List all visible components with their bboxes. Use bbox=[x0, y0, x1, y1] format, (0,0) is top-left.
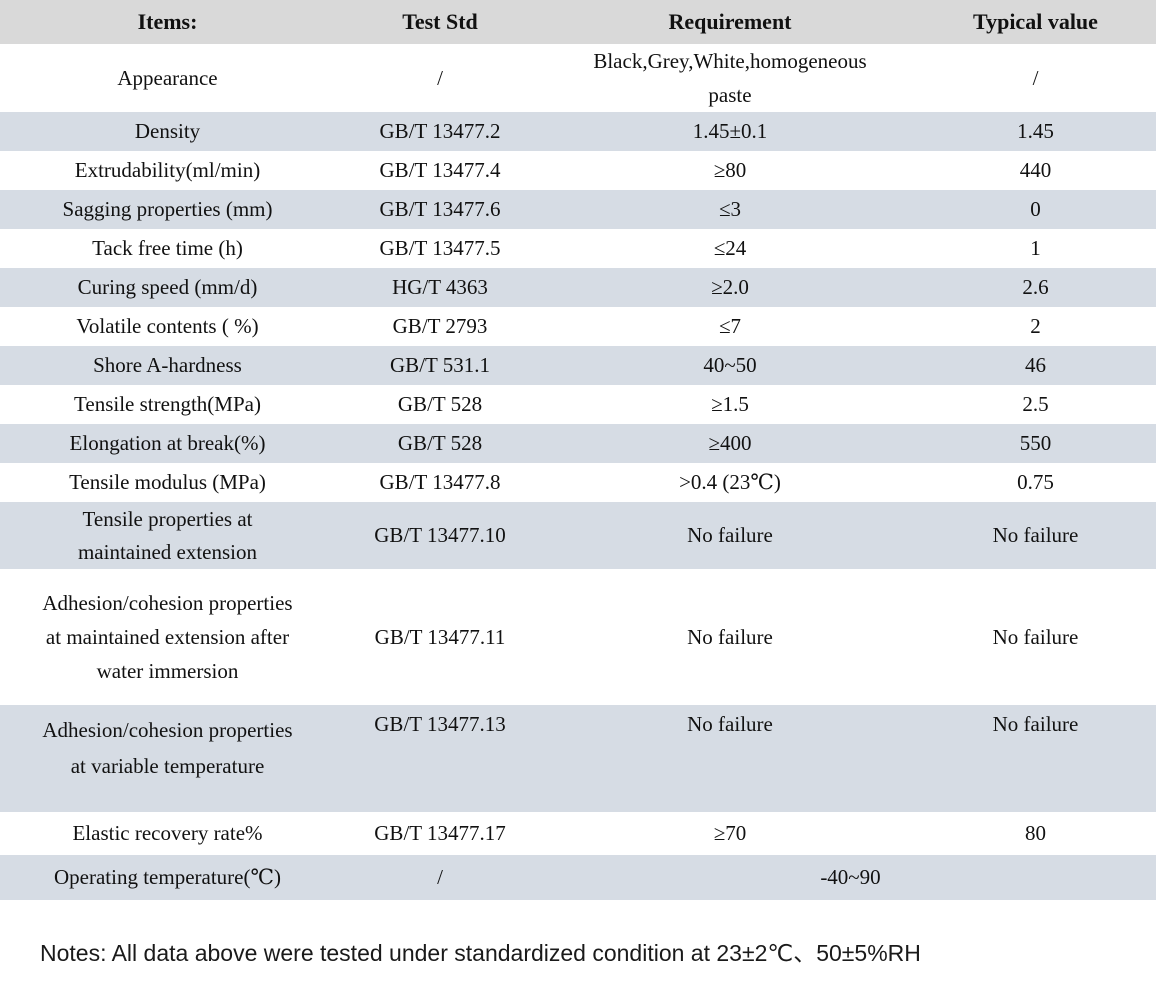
cell-item: Elastic recovery rate% bbox=[72, 821, 263, 845]
cell-test-std: GB/T 528 bbox=[335, 424, 545, 463]
cell-requirement: No failure bbox=[687, 624, 773, 649]
table-row: Tensile strength(MPa) GB/T 528 ≥1.5 2.5 bbox=[0, 385, 1156, 424]
table-row: Curing speed (mm/d) HG/T 4363 ≥2.0 2.6 bbox=[0, 268, 1156, 307]
header-cell-typical-value: Typical value bbox=[915, 0, 1156, 44]
cell-test-std: GB/T 2793 bbox=[392, 314, 488, 338]
table-header-row: Items: Test Std Requirement Typical valu… bbox=[0, 0, 1156, 44]
table-row: Appearance / Black,Grey,White,homogeneou… bbox=[0, 44, 1156, 112]
cell-item: Tensile modulus (MPa) bbox=[69, 470, 266, 494]
cell-requirement: ≥2.0 bbox=[545, 268, 915, 307]
cell-typical-value: No failure bbox=[992, 624, 1079, 649]
cell-item: Shore A-hardness bbox=[0, 346, 335, 385]
table-row: Shore A-hardness GB/T 531.1 40~50 46 bbox=[0, 346, 1156, 385]
cell-test-std: HG/T 4363 bbox=[335, 268, 545, 307]
cell-item: Extrudability(ml/min) bbox=[74, 158, 261, 182]
cell-test-std: GB/T 13477.11 bbox=[374, 624, 506, 649]
cell-requirement: >0.4 (23℃) bbox=[679, 470, 781, 494]
cell-test-std: GB/T 13477.6 bbox=[335, 190, 545, 229]
notes-text: Notes: All data above were tested under … bbox=[40, 940, 921, 966]
cell-test-std: GB/T 531.1 bbox=[335, 346, 545, 385]
table-row: Density GB/T 13477.2 1.45±0.1 1.45 bbox=[0, 112, 1156, 151]
table-row: Tack free time (h) GB/T 13477.5 ≤24 1 bbox=[0, 229, 1156, 268]
cell-typical-value: No failure bbox=[915, 502, 1156, 569]
cell-item: Elongation at break(%) bbox=[0, 424, 335, 463]
header-cell-requirement: Requirement bbox=[545, 0, 915, 44]
cell-test-std: GB/T 528 bbox=[397, 392, 483, 416]
spec-table: Items: Test Std Requirement Typical valu… bbox=[0, 0, 1156, 900]
cell-test-std: / bbox=[437, 65, 443, 90]
table-row: Sagging properties (mm) GB/T 13477.6 ≤3 … bbox=[0, 190, 1156, 229]
table-row: Elastic recovery rate% GB/T 13477.17 ≥70… bbox=[0, 812, 1156, 855]
table-row: Adhesion/cohesion properties at variable… bbox=[0, 705, 1156, 812]
table-row: Tensile modulus (MPa) GB/T 13477.8 >0.4 … bbox=[0, 463, 1156, 502]
cell-typical-value: 46 bbox=[915, 346, 1156, 385]
cell-typical-value: 2 bbox=[1030, 314, 1041, 338]
table-row: Tensile properties at maintained extensi… bbox=[0, 502, 1156, 569]
cell-requirement: 1.45±0.1 bbox=[545, 112, 915, 151]
cell-typical-value: 1 bbox=[1030, 236, 1041, 260]
cell-requirement: ≤7 bbox=[718, 314, 742, 338]
cell-typical-value: 0 bbox=[915, 190, 1156, 229]
cell-typical-value: 550 bbox=[915, 424, 1156, 463]
cell-item: Volatile contents ( %) bbox=[76, 314, 259, 338]
cell-item: Adhesion/cohesion properties at maintain… bbox=[42, 591, 293, 683]
cell-typical-value: No failure bbox=[915, 705, 1156, 812]
cell-item: Adhesion/cohesion properties at variable… bbox=[0, 705, 335, 812]
cell-test-std: GB/T 13477.8 bbox=[379, 470, 501, 494]
cell-test-std: GB/T 13477.5 bbox=[379, 236, 501, 260]
cell-requirement: ≥80 bbox=[713, 158, 747, 182]
cell-item: Operating temperature(℃) bbox=[0, 855, 335, 900]
cell-item: Curing speed (mm/d) bbox=[0, 268, 335, 307]
cell-requirement: ≤24 bbox=[713, 236, 747, 260]
cell-requirement: Black,Grey,White,homogeneous paste bbox=[593, 49, 867, 107]
cell-typical-value: 440 bbox=[1019, 158, 1052, 182]
cell-requirement: 40~50 bbox=[545, 346, 915, 385]
header-cell-items: Items: bbox=[0, 0, 335, 44]
cell-item: Tack free time (h) bbox=[92, 236, 243, 260]
table-row: Volatile contents ( %) GB/T 2793 ≤7 2 bbox=[0, 307, 1156, 346]
cell-test-std: / bbox=[335, 855, 545, 900]
table-row: Operating temperature(℃) / -40~90 bbox=[0, 855, 1156, 900]
cell-item: Sagging properties (mm) bbox=[0, 190, 335, 229]
cell-test-std: GB/T 13477.13 bbox=[335, 705, 545, 812]
cell-item: Density bbox=[0, 112, 335, 151]
cell-requirement: ≥1.5 bbox=[711, 392, 749, 416]
cell-requirement: ≤3 bbox=[545, 190, 915, 229]
header-cell-test-std: Test Std bbox=[335, 0, 545, 44]
cell-test-std: GB/T 13477.2 bbox=[335, 112, 545, 151]
cell-typical-value: / bbox=[1032, 65, 1039, 90]
cell-typical-value: 0.75 bbox=[1017, 470, 1054, 494]
cell-typical-value: 2.6 bbox=[915, 268, 1156, 307]
table-row: Extrudability(ml/min) GB/T 13477.4 ≥80 4… bbox=[0, 151, 1156, 190]
table-row: Adhesion/cohesion properties at maintain… bbox=[0, 569, 1156, 705]
cell-requirement: No failure bbox=[545, 705, 915, 812]
cell-item: Tensile strength(MPa) bbox=[74, 392, 261, 416]
cell-test-std: GB/T 13477.17 bbox=[374, 821, 506, 845]
cell-test-std: GB/T 13477.4 bbox=[379, 158, 501, 182]
cell-typical-value: 2.5 bbox=[1022, 392, 1049, 416]
cell-requirement: ≥70 bbox=[713, 821, 747, 845]
cell-typical-value: 1.45 bbox=[915, 112, 1156, 151]
cell-typical-value: 80 bbox=[1025, 821, 1046, 845]
cell-item: Tensile properties at maintained extensi… bbox=[0, 502, 335, 569]
cell-requirement: No failure bbox=[545, 502, 915, 569]
cell-item: Appearance bbox=[117, 65, 218, 90]
cell-test-std: GB/T 13477.10 bbox=[335, 502, 545, 569]
table-row: Elongation at break(%) GB/T 528 ≥400 550 bbox=[0, 424, 1156, 463]
cell-requirement: ≥400 bbox=[545, 424, 915, 463]
cell-requirement-merged: -40~90 bbox=[545, 855, 1156, 900]
